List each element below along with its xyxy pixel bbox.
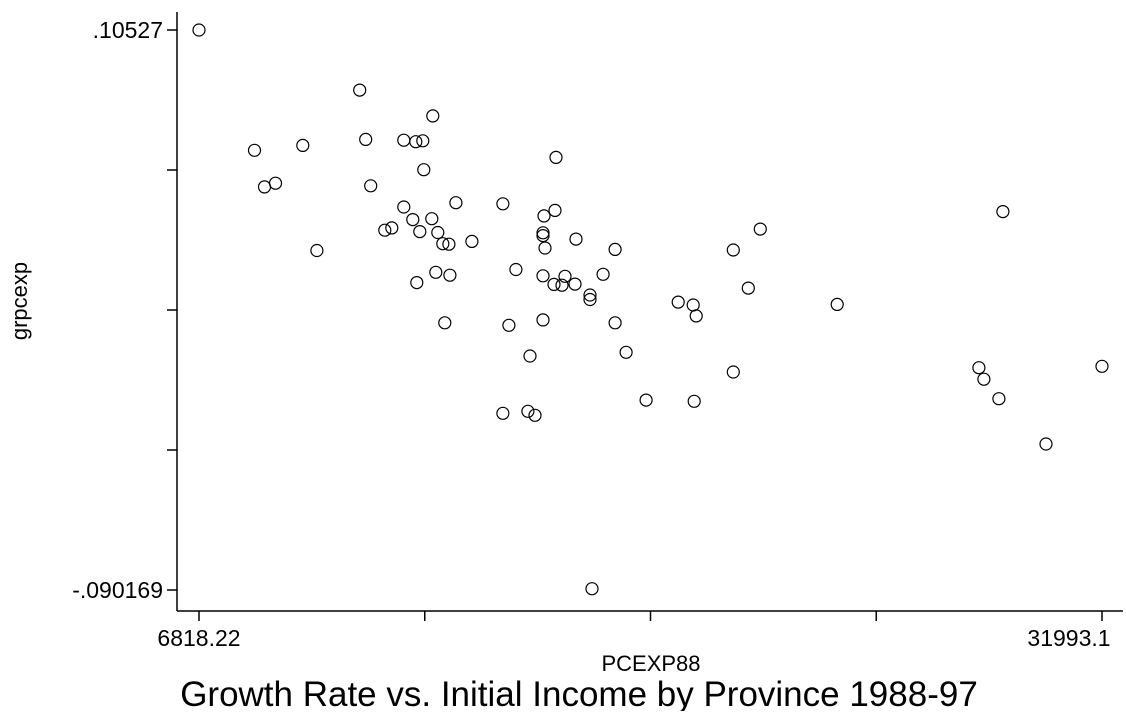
data-point bbox=[536, 229, 550, 243]
data-point bbox=[536, 313, 550, 327]
data-point bbox=[385, 221, 399, 235]
data-point bbox=[247, 143, 262, 157]
data-point bbox=[465, 234, 479, 248]
data-point bbox=[364, 179, 378, 193]
data-point bbox=[726, 365, 740, 379]
data-point bbox=[310, 243, 324, 258]
data-point bbox=[438, 316, 452, 330]
x-tick-label: 6818.22 bbox=[157, 625, 240, 651]
data-point bbox=[558, 269, 572, 283]
data-point bbox=[1095, 359, 1109, 373]
data-point bbox=[378, 223, 392, 237]
data-point bbox=[523, 349, 537, 363]
data-point bbox=[972, 361, 986, 375]
data-point bbox=[426, 109, 440, 123]
data-point bbox=[509, 262, 523, 277]
data-point bbox=[639, 393, 653, 407]
data-point bbox=[608, 316, 622, 330]
data-point bbox=[741, 281, 755, 295]
data-point bbox=[671, 295, 685, 309]
data-point bbox=[1039, 437, 1053, 451]
data-point bbox=[555, 278, 569, 292]
data-point bbox=[521, 404, 535, 418]
data-point bbox=[443, 268, 457, 282]
data-point bbox=[537, 209, 551, 223]
data-point bbox=[397, 200, 411, 214]
data-point bbox=[410, 276, 424, 290]
x-axis-title: PCEXP88 bbox=[601, 651, 700, 676]
data-point bbox=[536, 269, 550, 283]
data-point bbox=[583, 292, 597, 307]
data-point bbox=[569, 232, 583, 246]
data-point bbox=[496, 406, 510, 420]
data-point bbox=[689, 309, 703, 323]
data-point bbox=[608, 242, 622, 256]
data-point bbox=[359, 132, 373, 146]
y-axis-title: grpcexp bbox=[7, 262, 32, 340]
data-point bbox=[416, 134, 430, 148]
data-point bbox=[753, 222, 767, 236]
chart-title: Growth Rate vs. Initial Income by Provin… bbox=[180, 675, 978, 711]
data-point bbox=[268, 176, 283, 190]
data-point bbox=[502, 318, 516, 332]
data-point bbox=[548, 203, 562, 217]
data-point bbox=[409, 135, 423, 149]
data-point bbox=[585, 582, 599, 596]
data-point bbox=[996, 205, 1010, 219]
data-point bbox=[431, 225, 445, 240]
data-point bbox=[425, 212, 439, 226]
data-point bbox=[596, 267, 610, 281]
data-point bbox=[583, 288, 597, 302]
data-point bbox=[257, 180, 272, 194]
data-point bbox=[296, 138, 310, 152]
tick-marks bbox=[167, 29, 1103, 621]
data-point bbox=[992, 392, 1006, 406]
data-point bbox=[528, 408, 542, 422]
data-point bbox=[568, 277, 582, 291]
data-point bbox=[686, 298, 700, 312]
data-point bbox=[449, 196, 463, 210]
data-point bbox=[549, 150, 563, 164]
data-point bbox=[397, 133, 411, 147]
data-point bbox=[429, 265, 443, 279]
data-point bbox=[496, 197, 510, 211]
data-points bbox=[192, 23, 1109, 596]
data-point bbox=[726, 243, 740, 257]
data-point bbox=[547, 277, 561, 291]
data-point bbox=[977, 372, 991, 386]
data-point bbox=[192, 23, 206, 37]
data-point bbox=[619, 345, 633, 359]
data-point bbox=[353, 83, 367, 97]
data-point bbox=[417, 163, 431, 177]
y-tick-label: .10527 bbox=[93, 17, 163, 43]
data-point bbox=[687, 394, 701, 408]
data-point bbox=[830, 297, 844, 311]
axes bbox=[176, 12, 1123, 612]
data-point bbox=[538, 241, 552, 255]
data-point bbox=[536, 226, 550, 240]
tick-labels: -.090169 .10527 6818.22 31993.1 bbox=[72, 17, 1110, 651]
data-point bbox=[442, 237, 456, 251]
data-point bbox=[413, 225, 427, 239]
data-point bbox=[436, 237, 450, 251]
x-tick-label: 31993.1 bbox=[1027, 625, 1110, 651]
data-point bbox=[406, 213, 420, 227]
y-tick-label: -.090169 bbox=[72, 577, 163, 603]
